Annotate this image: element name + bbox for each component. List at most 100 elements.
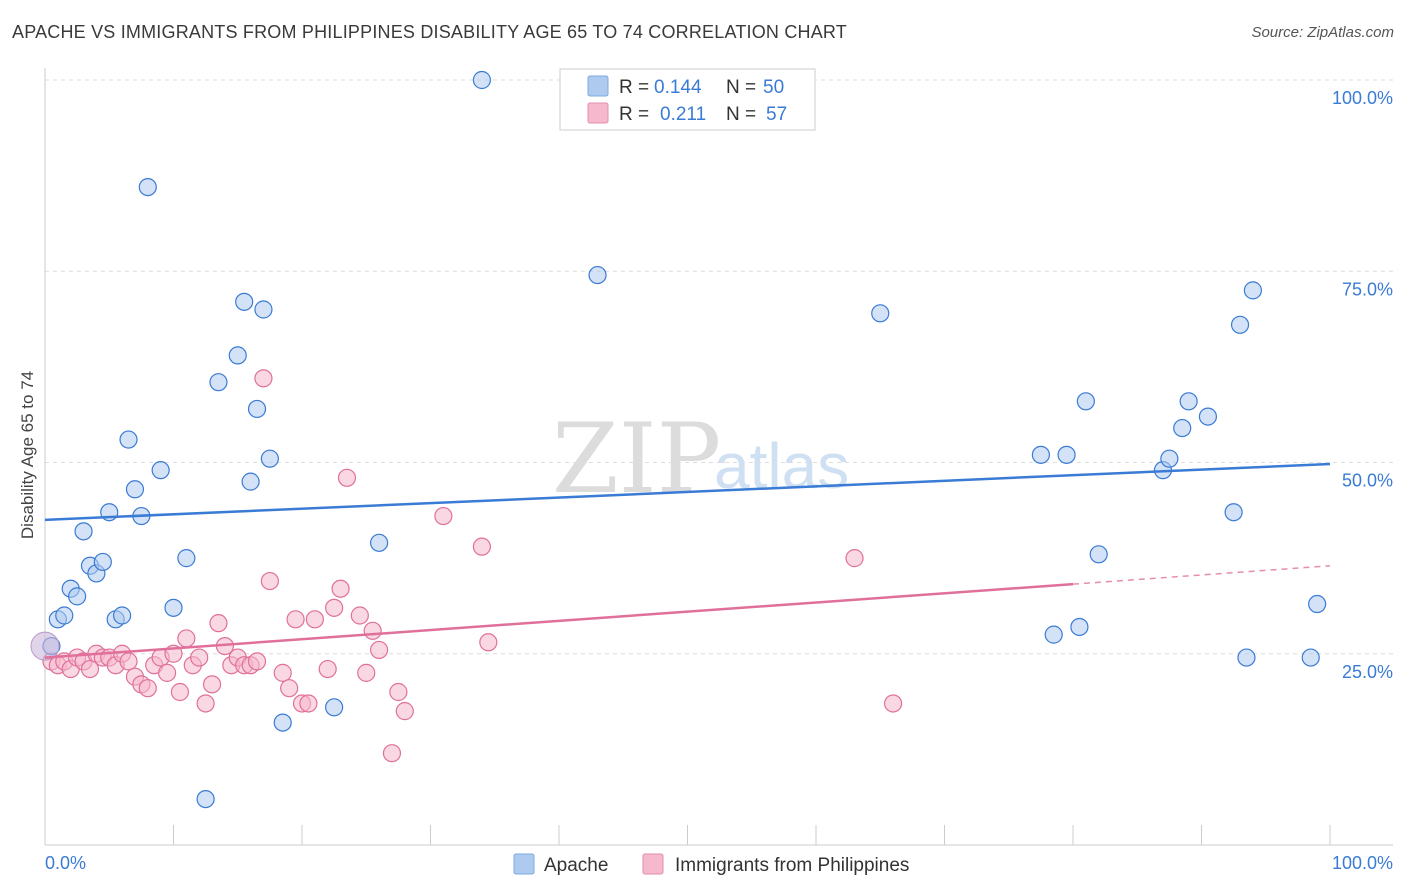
watermark-atlas: atlas	[714, 430, 849, 502]
point-philippines	[286, 610, 305, 629]
y-tick-label: 25.0%	[1342, 662, 1393, 682]
point-philippines	[305, 610, 324, 629]
point-apache	[1237, 648, 1256, 667]
point-philippines	[395, 702, 414, 721]
point-apache	[241, 472, 260, 491]
point-philippines	[299, 694, 318, 713]
chart-title: APACHE VS IMMIGRANTS FROM PHILIPPINES DI…	[12, 22, 848, 42]
legend-r-apache: 0.144	[654, 77, 702, 98]
point-philippines	[472, 537, 491, 556]
bottom-legend-philippines: Immigrants from Philippines	[675, 855, 909, 876]
legend-n-apache: 50	[763, 77, 784, 98]
x-tick-label-max: 100.0%	[1332, 853, 1393, 873]
legend-n-label-philippines: N =	[726, 104, 756, 125]
point-apache	[588, 265, 607, 285]
point-philippines	[80, 659, 100, 679]
point-apache	[325, 698, 344, 717]
point-apache	[1243, 281, 1263, 300]
bottom-legend-swatch-philippines	[642, 853, 664, 875]
point-philippines	[883, 694, 903, 713]
point-philippines	[318, 659, 337, 679]
point-philippines	[157, 663, 177, 682]
legend-swatch-philippines	[587, 102, 609, 124]
legend-n-label-apache: N =	[726, 77, 756, 98]
point-philippines	[273, 663, 292, 682]
point-apache	[370, 533, 389, 552]
point-philippines	[337, 468, 357, 487]
legend-swatch-apache	[587, 75, 609, 97]
point-philippines	[350, 606, 369, 625]
point-apache	[93, 552, 112, 572]
point-apache	[1224, 503, 1243, 522]
point-philippines	[196, 694, 215, 713]
point-apache	[1301, 648, 1320, 667]
point-philippines	[138, 679, 157, 698]
point-philippines	[119, 652, 138, 671]
trend-line-philippines-extension	[1072, 565, 1331, 585]
point-philippines	[260, 571, 279, 591]
point-apache	[1057, 445, 1076, 464]
point-apache	[1198, 407, 1218, 426]
point-philippines	[254, 369, 273, 388]
y-tick-label: 75.0%	[1342, 279, 1393, 299]
tick-labels: 25.0% 50.0% 75.0% 100.0% 0.0% 100.0%	[45, 88, 1393, 873]
point-philippines	[434, 506, 453, 526]
point-apache	[1076, 392, 1095, 411]
point-philippines	[190, 648, 209, 667]
stats-legend: R = 0.144 N = 50 R = 0.211 N = 57	[559, 68, 816, 131]
point-apache-edge	[30, 631, 60, 661]
gridlines	[45, 79, 1393, 655]
point-apache	[119, 430, 138, 449]
point-apache	[1308, 594, 1327, 614]
point-philippines	[209, 614, 228, 633]
point-philippines	[479, 633, 498, 652]
point-apache	[228, 346, 247, 365]
point-apache	[260, 449, 279, 468]
point-philippines	[280, 679, 299, 698]
point-philippines	[389, 682, 408, 702]
point-philippines	[325, 598, 344, 617]
point-philippines	[370, 640, 389, 660]
point-philippines	[177, 629, 196, 648]
point-apache	[209, 373, 228, 392]
source-label: Source: ZipAtlas.com	[1251, 24, 1394, 41]
point-philippines	[202, 675, 222, 694]
y-tick-label: 100.0%	[1332, 88, 1393, 108]
point-apache	[177, 549, 196, 568]
trend-lines	[44, 462, 1331, 659]
point-philippines	[170, 682, 190, 702]
point-philippines	[357, 663, 376, 682]
point-apache	[74, 522, 93, 541]
point-apache	[55, 606, 74, 625]
legend-r-philippines: 0.211	[660, 104, 706, 125]
point-apache	[138, 178, 157, 197]
legend-r-label-apache: R =	[619, 77, 649, 98]
point-apache	[1089, 545, 1108, 564]
point-apache	[164, 598, 183, 617]
point-apache	[1230, 315, 1250, 334]
point-philippines	[363, 621, 382, 640]
x-tick-label-min: 0.0%	[45, 853, 86, 873]
series-philippines-points	[42, 369, 903, 763]
point-apache	[1070, 617, 1089, 637]
point-philippines	[382, 744, 402, 763]
legend-r-label-philippines: R =	[619, 104, 649, 125]
y-tick-label: 50.0%	[1342, 471, 1393, 491]
point-apache	[1179, 392, 1198, 411]
point-apache	[472, 70, 491, 90]
trend-line-apache	[44, 462, 1331, 522]
point-apache	[1160, 449, 1179, 468]
bottom-legend-swatch-apache	[513, 853, 535, 875]
point-apache	[273, 713, 292, 732]
axes	[44, 68, 1393, 846]
series-apache-points	[30, 70, 1327, 809]
point-apache	[1044, 625, 1063, 644]
point-apache	[125, 480, 145, 499]
point-philippines	[845, 549, 864, 568]
point-apache	[235, 292, 254, 311]
point-apache	[112, 606, 132, 625]
legend-n-philippines: 57	[766, 104, 787, 125]
point-philippines	[247, 652, 267, 671]
bottom-legend-apache: Apache	[544, 855, 608, 876]
